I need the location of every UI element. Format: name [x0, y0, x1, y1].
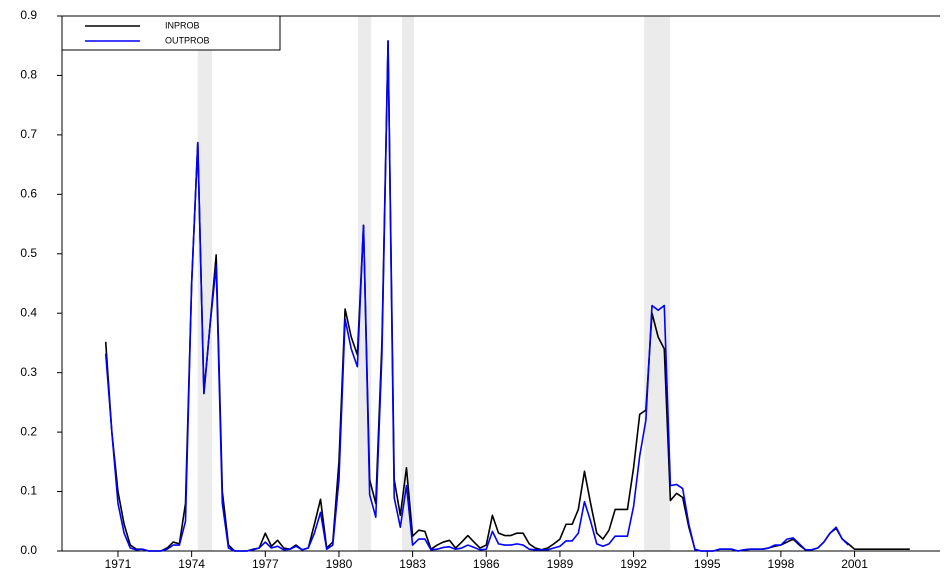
- y-tick-label: 0.4: [20, 305, 37, 319]
- x-tick-label: 2001: [841, 557, 868, 571]
- x-tick-label: 1995: [694, 557, 721, 571]
- y-tick-label: 0.7: [20, 127, 37, 141]
- legend-box: [61, 15, 281, 51]
- x-tick-label: 1998: [768, 557, 795, 571]
- x-tick-label: 1983: [399, 557, 426, 571]
- y-tick-label: 0.0: [20, 543, 37, 557]
- legend-label: OUTPROB: [165, 35, 210, 45]
- y-tick-label: 0.6: [20, 187, 37, 201]
- shaded-region: [644, 16, 671, 551]
- x-tick-label: 1971: [105, 557, 132, 571]
- x-tick-label: 1977: [252, 557, 279, 571]
- x-tick-label: 1980: [326, 557, 353, 571]
- shaded-region: [402, 16, 415, 551]
- x-tick-label: 1992: [620, 557, 647, 571]
- y-tick-label: 0.5: [20, 246, 37, 260]
- series-line: [104, 40, 910, 552]
- shaded-region: [197, 16, 213, 551]
- y-tick-label: 0.9: [20, 8, 37, 22]
- y-tick-label: 0.2: [20, 424, 37, 438]
- y-tick-label: 0.1: [20, 484, 37, 498]
- legend-label: INPROB: [165, 20, 200, 30]
- y-tick-label: 0.8: [20, 68, 37, 82]
- x-tick-label: 1986: [473, 557, 500, 571]
- x-tick-label: 1974: [178, 557, 205, 571]
- y-tick-label: 0.3: [20, 365, 37, 379]
- series-line: [104, 40, 849, 552]
- x-tick-label: 1989: [547, 557, 574, 571]
